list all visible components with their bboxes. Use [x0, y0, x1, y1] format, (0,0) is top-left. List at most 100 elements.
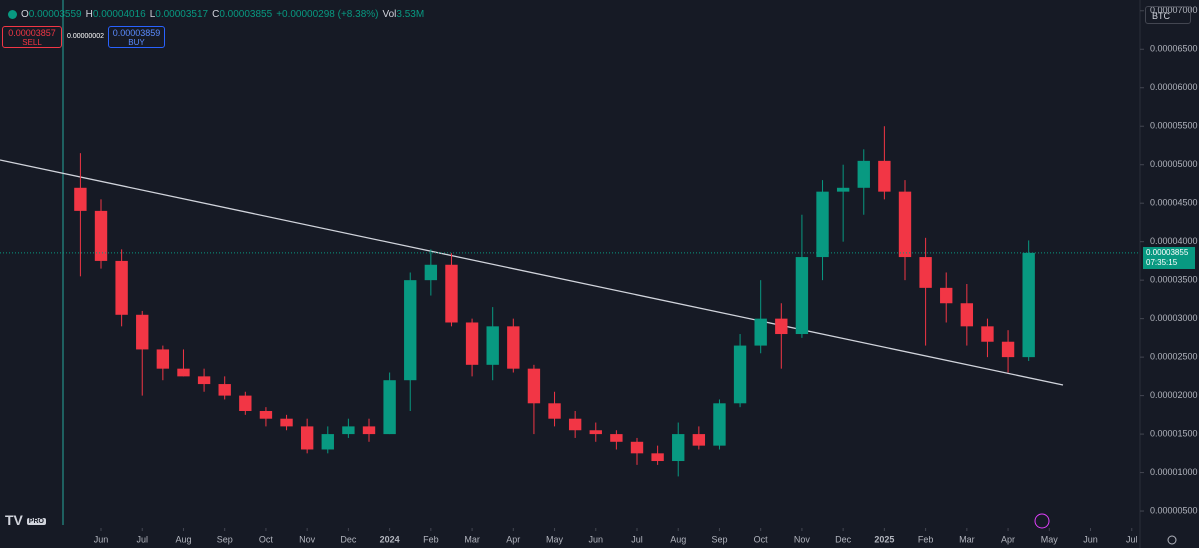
candle-body — [713, 403, 726, 446]
last-price: 0.00003855 — [1146, 248, 1189, 257]
candle-body — [445, 264, 458, 323]
sell-button[interactable]: 0.00003857 SELL — [2, 26, 62, 48]
label: O — [21, 9, 29, 20]
x-tick-label: Aug — [175, 534, 191, 544]
sell-price: 0.00003857 — [8, 28, 56, 38]
label: Vol — [382, 9, 397, 20]
trend-line — [0, 159, 1064, 386]
value: 0.00003559 — [28, 9, 82, 20]
y-tick-label: 0.00001500 — [1150, 428, 1198, 438]
x-tick-label: Sep — [217, 534, 233, 544]
x-tick-label: Nov — [299, 534, 316, 544]
candle-body — [115, 260, 128, 315]
x-tick-label: Jun — [1083, 534, 1098, 544]
candle-body — [1022, 252, 1035, 358]
candle-body — [74, 187, 87, 211]
value: 3.53M — [396, 9, 425, 20]
x-tick-label: Oct — [754, 534, 769, 544]
value: 0.00004016 — [92, 9, 146, 20]
x-tick-label: Oct — [259, 534, 274, 544]
settings-icon[interactable] — [1167, 535, 1177, 545]
label: L — [149, 9, 156, 20]
x-tick-label: Jul — [631, 534, 643, 544]
candle-body — [630, 441, 644, 454]
candle-body — [156, 349, 170, 369]
candle-body — [857, 160, 870, 188]
x-tick-label: Dec — [340, 534, 357, 544]
logo[interactable]: TV PRO — [5, 512, 46, 528]
candle-body — [280, 418, 293, 427]
candle-body — [795, 257, 809, 335]
buy-label: BUY — [128, 38, 145, 47]
lightning-icon[interactable] — [1034, 513, 1050, 529]
x-tick-label: Aug — [670, 534, 686, 544]
x-tick-label: Feb — [423, 534, 439, 544]
x-tick-label: Mar — [464, 534, 480, 544]
x-tick-label: Sep — [711, 534, 727, 544]
y-tick-label: 0.00005500 — [1150, 121, 1198, 131]
candle-body — [651, 453, 664, 462]
candle-body — [610, 434, 623, 442]
candle-body — [836, 187, 850, 192]
candle-body — [754, 318, 767, 346]
candle-body — [465, 322, 479, 365]
ohlc-c: C0.00003855 — [212, 9, 272, 20]
candle-body — [1001, 341, 1015, 358]
x-tick-label: Jun — [94, 534, 109, 544]
x-tick-label: Jun — [589, 534, 604, 544]
x-tick-label: May — [546, 534, 564, 544]
candle-body — [940, 287, 953, 304]
candle-body — [218, 384, 231, 396]
buy-button[interactable]: 0.00003859 BUY — [108, 26, 165, 48]
legend-line: O0.00003559 H0.00004016 L0.00003517 C0.0… — [8, 9, 424, 20]
y-tick-label: 0.00004000 — [1150, 236, 1198, 246]
spread: 0.00000002 — [67, 33, 104, 40]
candle-body — [404, 280, 417, 381]
symbol-icon — [8, 10, 17, 19]
x-tick-label: Feb — [918, 534, 934, 544]
x-tick-label: Nov — [794, 534, 811, 544]
volume: Vol3.53M — [383, 9, 425, 20]
y-tick-label: 0.00002500 — [1150, 351, 1198, 361]
candle-body — [383, 380, 396, 435]
candle-body — [362, 426, 376, 435]
ohlc-l: L0.00003517 — [150, 9, 208, 20]
candle-body — [486, 326, 499, 365]
buy-price: 0.00003859 — [112, 28, 161, 38]
last-price-tag: 0.00003855 07:35:15 — [1143, 247, 1195, 269]
candle-body — [548, 403, 561, 419]
candle-body — [898, 191, 912, 258]
x-tick-label: Mar — [959, 534, 975, 544]
y-tick-label: 0.00003500 — [1150, 275, 1198, 285]
candle-body — [775, 318, 788, 335]
candle-body — [589, 430, 602, 435]
candle-body — [342, 426, 355, 435]
x-tick-label: Apr — [506, 534, 520, 544]
y-tick-label: 0.00007000 — [1150, 5, 1198, 15]
x-tick-label: Apr — [1001, 534, 1015, 544]
y-tick-label: 0.00003000 — [1150, 313, 1198, 323]
candle-body — [919, 257, 932, 288]
candle-body — [136, 314, 149, 350]
candle-body — [878, 160, 891, 192]
candle-body — [527, 368, 541, 404]
x-tick-label: May — [1041, 534, 1059, 544]
label: H — [85, 9, 93, 20]
x-tick-label: 2025 — [874, 534, 894, 544]
candle-body — [177, 368, 190, 377]
y-tick-label: 0.00004500 — [1150, 198, 1198, 208]
candle-body — [424, 264, 438, 281]
x-tick-label: Jul — [136, 534, 148, 544]
logo-badge: PRO — [26, 517, 46, 525]
candle-body — [94, 210, 108, 261]
symbol-button[interactable]: BTC — [1145, 6, 1191, 24]
candle-body — [321, 434, 334, 450]
y-tick-label: 0.00002000 — [1150, 390, 1198, 400]
x-tick-label: 2024 — [380, 534, 400, 544]
countdown: 07:35:15 — [1146, 258, 1178, 267]
candle-body — [960, 303, 974, 327]
candle-body — [300, 426, 314, 450]
value: 0.00003855 — [219, 9, 273, 20]
